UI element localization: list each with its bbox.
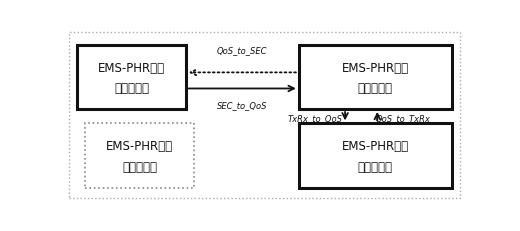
Text: EMS-PHR공유: EMS-PHR공유 <box>342 61 409 74</box>
Text: 품질관리부: 품질관리부 <box>358 82 393 95</box>
Bar <box>85 124 194 188</box>
Bar <box>77 46 186 109</box>
Text: QoS_to_TxRx: QoS_to_TxRx <box>376 114 431 123</box>
Text: EMS-PHR공유: EMS-PHR공유 <box>106 140 173 152</box>
Text: 접속관리부: 접속관리부 <box>122 160 157 173</box>
Bar <box>298 124 452 188</box>
Bar <box>298 46 452 109</box>
Text: 전송관리부: 전송관리부 <box>358 160 393 173</box>
Text: SEC_to_QoS: SEC_to_QoS <box>217 101 268 109</box>
Text: EMS-PHR공유: EMS-PHR공유 <box>342 140 409 152</box>
Text: QoS_to_SEC: QoS_to_SEC <box>217 46 268 55</box>
Text: TxRx_to_QoS: TxRx_to_QoS <box>288 114 342 123</box>
Text: 보안관리부: 보안관리부 <box>114 82 149 95</box>
Text: EMS-PHR공유: EMS-PHR공유 <box>98 61 165 74</box>
